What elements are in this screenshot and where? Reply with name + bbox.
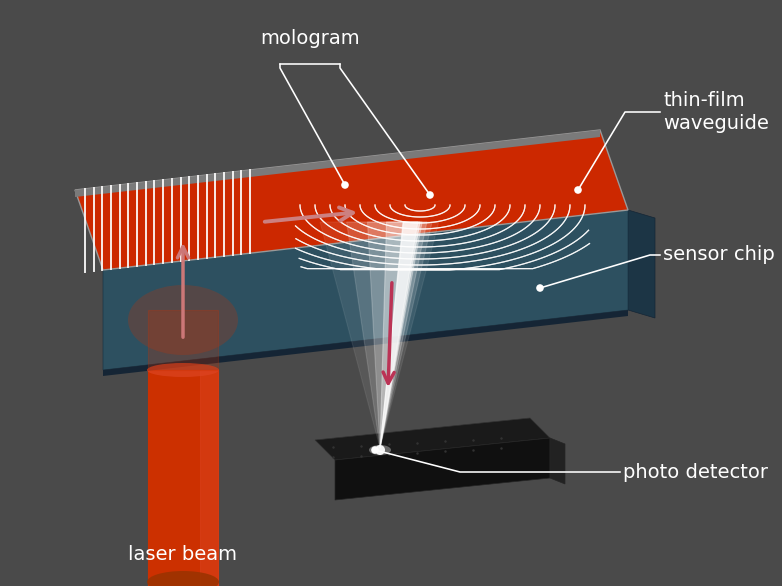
Ellipse shape xyxy=(147,363,219,377)
Text: sensor chip: sensor chip xyxy=(663,246,775,264)
Text: laser beam: laser beam xyxy=(128,546,238,564)
Polygon shape xyxy=(550,438,565,484)
Polygon shape xyxy=(368,222,427,448)
Circle shape xyxy=(371,446,378,454)
Circle shape xyxy=(341,181,349,189)
Polygon shape xyxy=(103,310,628,376)
Polygon shape xyxy=(380,222,422,448)
Polygon shape xyxy=(380,222,420,448)
Ellipse shape xyxy=(147,571,219,586)
Polygon shape xyxy=(380,222,418,448)
Polygon shape xyxy=(628,210,655,318)
Circle shape xyxy=(375,445,385,455)
Circle shape xyxy=(426,191,434,199)
Polygon shape xyxy=(148,370,218,586)
Circle shape xyxy=(574,186,582,194)
Ellipse shape xyxy=(128,285,238,355)
Polygon shape xyxy=(103,210,628,370)
Polygon shape xyxy=(346,222,432,448)
Ellipse shape xyxy=(369,445,391,455)
Circle shape xyxy=(536,284,543,292)
Polygon shape xyxy=(148,310,218,370)
Polygon shape xyxy=(200,370,218,586)
Text: thin-film
waveguide: thin-film waveguide xyxy=(663,91,769,133)
Text: mologram: mologram xyxy=(260,29,360,48)
Polygon shape xyxy=(75,130,600,197)
Polygon shape xyxy=(320,222,439,448)
Polygon shape xyxy=(315,418,550,460)
Text: photo detector: photo detector xyxy=(623,462,768,482)
Polygon shape xyxy=(75,130,628,270)
Polygon shape xyxy=(335,438,550,500)
